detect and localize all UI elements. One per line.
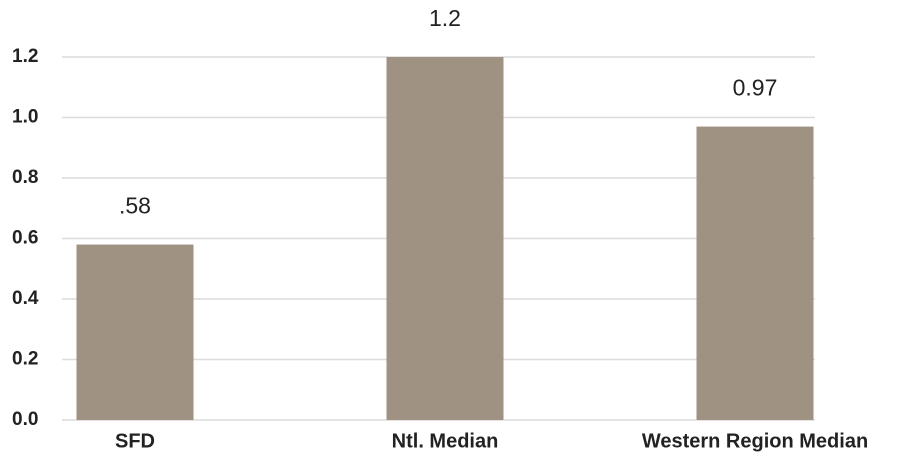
x-tick-label: SFD (115, 430, 155, 452)
x-tick-label: Ntl. Median (392, 430, 499, 452)
y-tick-label: 1.2 (12, 46, 38, 67)
bar (76, 244, 194, 420)
value-label: 0.97 (733, 75, 778, 101)
y-tick-label: 0.4 (12, 288, 39, 309)
value-label: .58 (119, 193, 151, 219)
bar (386, 57, 504, 420)
y-tick-label: 0.6 (12, 228, 38, 249)
value-label: 1.2 (429, 5, 461, 31)
y-tick-label: 0.8 (12, 167, 38, 188)
x-tick-label: Western Region Median (642, 430, 868, 452)
bar (696, 126, 814, 420)
y-tick-label: 0.0 (12, 409, 38, 430)
y-tick-label: 0.2 (12, 349, 38, 370)
y-tick-label: 1.0 (12, 107, 38, 128)
